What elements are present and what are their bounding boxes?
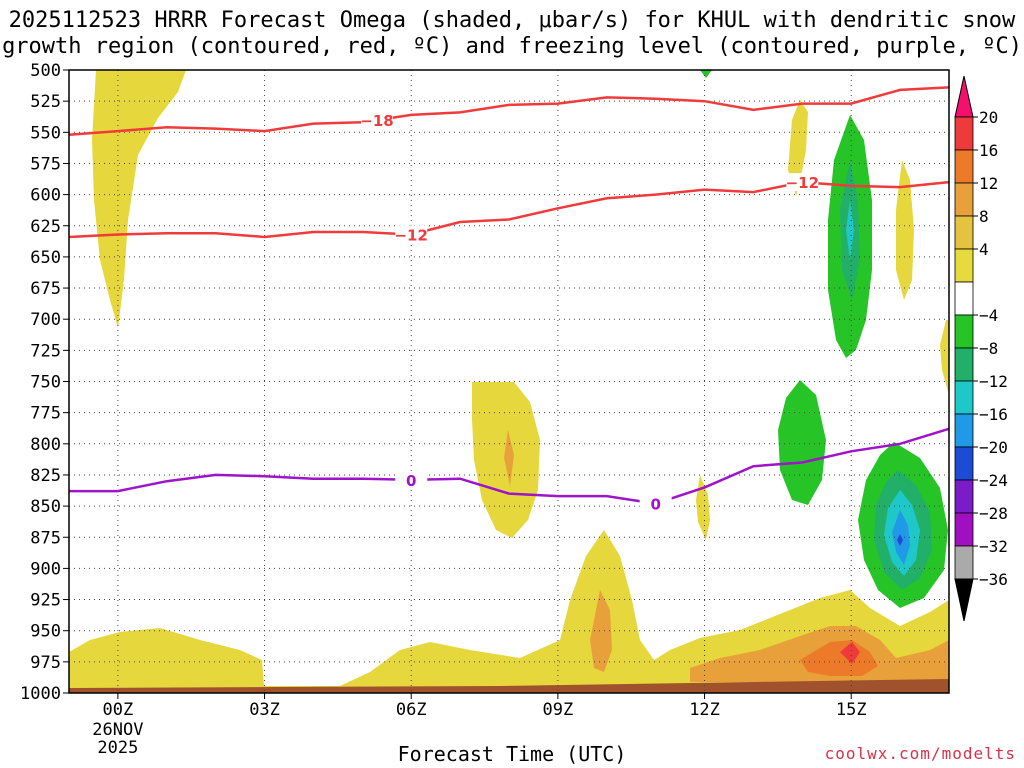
chart-title-line-2: growth region (contoured, red, ºC) and f… <box>2 34 1022 59</box>
contour-label: 0 <box>406 472 416 490</box>
y-tick-label: 625 <box>30 217 61 237</box>
contour-label: −12 <box>394 226 427 244</box>
colorbar-swatch <box>954 182 974 217</box>
shade-low-level-band <box>69 530 949 693</box>
contour-label-bg <box>395 470 428 489</box>
x-tick-sublabel: 26NOV <box>92 720 143 740</box>
y-tick-label: 975 <box>30 653 61 673</box>
colorbar-label: −12 <box>979 372 1008 391</box>
x-tick-label: 09Z <box>543 700 574 720</box>
contour-label: −12 <box>786 174 819 192</box>
colorbar-swatch <box>954 149 974 184</box>
shade-16z-streak <box>896 160 914 300</box>
colorbar-swatch <box>954 116 974 151</box>
shade-14z-streak <box>788 100 808 196</box>
colorbar-swatch <box>954 479 974 514</box>
colorbar-label: −8 <box>979 339 998 358</box>
colorbar-swatch <box>954 314 974 349</box>
y-tick-label: 900 <box>30 559 61 579</box>
colorbar-label: 4 <box>979 240 989 259</box>
y-tick-label: 925 <box>30 591 61 611</box>
colorbar-label: −20 <box>979 438 1008 457</box>
y-tick-label: 500 <box>30 61 61 81</box>
contour-line <box>68 86 950 137</box>
y-tick-label: 1000 <box>20 684 61 704</box>
contour-label: −18 <box>360 112 393 130</box>
shade-right-edge-streak <box>940 320 949 395</box>
y-tick-label: 950 <box>30 622 61 642</box>
x-axis-title: Forecast Time (UTC) <box>397 742 627 766</box>
y-tick-label: 750 <box>30 373 61 393</box>
colorbar-swatch <box>954 215 974 250</box>
colorbar-label: −4 <box>979 306 998 325</box>
y-tick-label: 650 <box>30 248 61 268</box>
y-tick-label: 775 <box>30 404 61 424</box>
x-tick-label: 00Z <box>103 700 134 720</box>
contour-label-bg <box>786 173 819 192</box>
y-tick-label: 575 <box>30 154 61 174</box>
shade-upper-left <box>92 70 186 328</box>
y-tick-label: 875 <box>30 528 61 548</box>
x-tick-label: 12Z <box>689 700 720 720</box>
colorbar: 20 16 12 8 4 −4 −8 −12 −16 −20 −24 −28 −32 −36 <box>954 75 1008 622</box>
y-tick-label: 800 <box>30 435 61 455</box>
contour-lines: −18 −12 −12 0 0 <box>68 86 950 514</box>
shade-low-level-deep <box>800 640 878 676</box>
shade-08z-core <box>504 430 514 486</box>
x-tick-label: 15Z <box>836 700 867 720</box>
watermark: coolwx.com/modelts <box>824 744 1016 763</box>
y-tick-label: 825 <box>30 466 61 486</box>
y-tick-label: 850 <box>30 497 61 517</box>
colorbar-label: 16 <box>979 141 998 160</box>
y-tick-label: 700 <box>30 310 61 330</box>
x-tick-sublabel: 2025 <box>97 738 138 758</box>
x-tick-label: 06Z <box>396 700 427 720</box>
colorbar-label: −24 <box>979 471 1008 490</box>
contour-line <box>69 427 950 505</box>
shade-14z-green <box>778 380 826 505</box>
colorbar-swatch <box>954 413 974 448</box>
colorbar-swatch <box>954 347 974 382</box>
shade-low-level-red <box>840 642 860 664</box>
contour-label: 0 <box>650 496 660 514</box>
colorbar-label: −28 <box>979 504 1008 523</box>
colorbar-top-triangle <box>954 75 974 118</box>
x-tick-label: 03Z <box>249 700 280 720</box>
colorbar-label: 12 <box>979 174 998 193</box>
colorbar-swatch <box>954 380 974 415</box>
contour-label-bg <box>395 225 428 244</box>
colorbar-label: −16 <box>979 405 1008 424</box>
contour-label-bg <box>361 111 393 130</box>
shade-12z-small <box>696 475 710 540</box>
y-tick-label: 600 <box>30 186 61 206</box>
colorbar-swatch <box>954 281 974 316</box>
chart-title-line-1: 2025112523 HRRR Forecast Omega (shaded, … <box>8 8 1016 33</box>
shade-low-level-orange2 <box>590 590 612 672</box>
contour-label-bg <box>639 494 672 513</box>
y-tick-label: 525 <box>30 92 61 112</box>
shade-16z-darkblue <box>897 534 903 546</box>
colorbar-label: −36 <box>979 570 1008 589</box>
colorbar-swatch <box>954 545 974 580</box>
colorbar-swatch <box>954 512 974 547</box>
colorbar-swatch <box>954 446 974 481</box>
colorbar-swatch <box>954 248 974 283</box>
y-tick-label: 550 <box>30 123 61 143</box>
colorbar-bottom-triangle <box>954 578 974 622</box>
terrain <box>69 679 949 693</box>
colorbar-label: 8 <box>979 207 989 226</box>
colorbar-label: −32 <box>979 537 1008 556</box>
shade-15z-cyan <box>846 200 854 260</box>
shade-top-green <box>700 70 712 78</box>
y-tick-label: 725 <box>30 341 61 361</box>
y-axis: 500 525 550 575 600 625 650 675 700 725 750 775 800 8… <box>20 61 69 704</box>
colorbar-label: 20 <box>979 108 998 127</box>
y-tick-label: 675 <box>30 279 61 299</box>
